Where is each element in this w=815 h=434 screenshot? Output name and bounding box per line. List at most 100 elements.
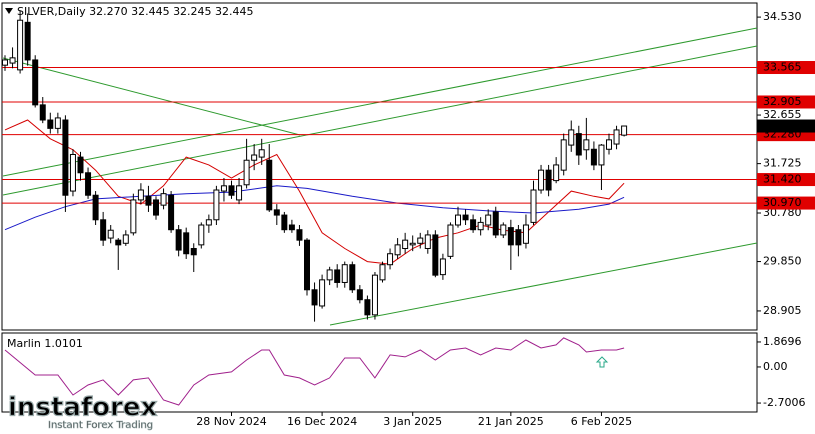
- candle-body: [364, 299, 371, 316]
- level-label-box: [757, 61, 815, 75]
- candle-body: [85, 172, 92, 196]
- candle-body: [32, 59, 39, 106]
- candle-body: [168, 194, 175, 231]
- candle-body: [507, 227, 514, 246]
- candle-body: [17, 19, 24, 71]
- candle-body: [288, 224, 295, 231]
- candle-body: [62, 119, 69, 196]
- candle-body: [273, 209, 280, 216]
- candle-body: [432, 234, 439, 276]
- candle-body: [522, 224, 529, 244]
- candle-body: [477, 221, 484, 231]
- candle-body: [356, 289, 363, 301]
- candle-body: [553, 164, 560, 182]
- candle-body: [47, 119, 54, 129]
- candle-body: [130, 199, 137, 234]
- candle-body: [92, 194, 99, 221]
- candle-body: [387, 253, 394, 266]
- candle-body: [568, 129, 575, 146]
- candle-body: [538, 169, 545, 191]
- candle-body: [447, 224, 454, 257]
- last-price-label: 32.445: [763, 119, 802, 132]
- candle-body: [379, 264, 386, 281]
- y-tick-label: 1.8696: [763, 335, 802, 348]
- candle-body: [417, 237, 424, 244]
- candle-body: [349, 264, 356, 291]
- candle-body: [402, 239, 409, 250]
- indicator-line: [4, 337, 625, 406]
- candle-body: [409, 242, 416, 246]
- last-price-box: [757, 119, 815, 133]
- candle-body: [220, 185, 227, 192]
- candle-body: [258, 149, 265, 158]
- candle-body: [485, 214, 492, 226]
- channel-line: [329, 242, 758, 326]
- candle-body: [24, 21, 31, 61]
- indicator-panel: [1, 332, 758, 413]
- channel-line: [2, 45, 758, 196]
- x-tick-label: 21 Jan 2025: [478, 415, 544, 428]
- marks: 34.53032.65531.72530.78029.85028.90533.5…: [2, 10, 815, 428]
- channel-line: [2, 57, 301, 136]
- candle-body: [439, 258, 446, 276]
- candle-body: [575, 133, 582, 156]
- candle-body: [326, 269, 333, 281]
- candle-body: [137, 189, 144, 201]
- candle-body: [160, 193, 167, 206]
- candle-body: [115, 239, 122, 246]
- candle-body: [515, 229, 522, 246]
- candle-body: [266, 159, 273, 211]
- candle-body: [304, 239, 310, 291]
- y-tick-label: 29.850: [763, 255, 802, 268]
- moving-average: [4, 185, 625, 231]
- candle-body: [213, 189, 220, 221]
- candle-body: [334, 269, 341, 283]
- candle-body: [613, 129, 620, 145]
- candle-body: [621, 125, 628, 136]
- candle-body: [251, 154, 258, 161]
- level-label-box: [757, 95, 815, 109]
- candle-body: [394, 244, 401, 256]
- level-label: 30.970: [763, 196, 802, 209]
- candle-body: [9, 57, 16, 64]
- candle-body: [281, 214, 288, 231]
- candle-body: [492, 211, 499, 236]
- y-tick-label: 0.00: [763, 360, 788, 373]
- candle-body: [606, 139, 612, 150]
- candle-body: [107, 229, 114, 239]
- level-label: 31.420: [763, 173, 802, 186]
- candle-body: [198, 224, 205, 246]
- candle-body: [583, 139, 590, 151]
- candle-body: [470, 219, 477, 231]
- x-tick-label: 6 Feb 2025: [571, 415, 632, 428]
- candle-body: [545, 169, 552, 191]
- level-label-box: [757, 196, 815, 210]
- candle-body: [236, 185, 243, 201]
- candle-body: [145, 195, 152, 206]
- candle-body: [190, 248, 197, 256]
- candle-body: [205, 219, 212, 226]
- x-tick-label: 28 Nov 2024: [196, 415, 266, 428]
- candle-body: [100, 219, 107, 241]
- y-tick-label: 34.530: [763, 10, 802, 23]
- x-tick-label: 16 Dec 2024: [287, 415, 357, 428]
- candle-body: [54, 117, 61, 129]
- candle-body: [424, 234, 431, 250]
- signal-arrow: [595, 356, 609, 368]
- candle-body: [77, 156, 84, 174]
- candle-body: [371, 274, 378, 316]
- candle-body: [560, 139, 567, 171]
- chart-title: SILVER,Daily 32.270 32.445 32.245 32.445: [17, 5, 254, 18]
- candle-body: [2, 59, 8, 66]
- level-label-box: [757, 173, 815, 187]
- candle-body: [228, 185, 235, 196]
- candle-body: [530, 189, 537, 223]
- candle-body: [153, 199, 159, 216]
- candle-body: [311, 289, 318, 306]
- candle-body: [590, 148, 597, 166]
- y-tick-label: -2.7006: [763, 396, 805, 409]
- y-tick-label: 28.905: [763, 304, 802, 317]
- candle-body: [69, 153, 76, 192]
